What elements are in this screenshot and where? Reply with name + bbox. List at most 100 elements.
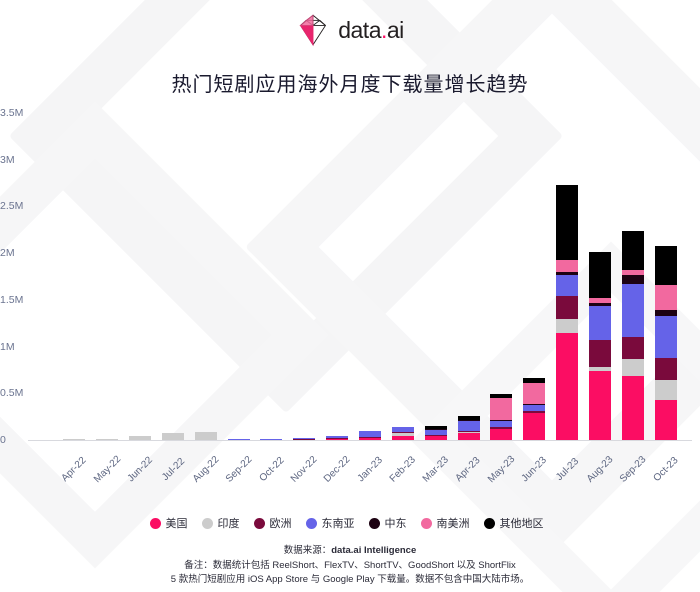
bar-column[interactable]: [386, 113, 419, 440]
stacked-bar[interactable]: [129, 436, 152, 440]
legend-swatch-icon: [420, 517, 432, 529]
bar-column[interactable]: [485, 113, 518, 440]
bar-column[interactable]: [616, 113, 649, 440]
stacked-bar[interactable]: [194, 431, 217, 440]
stacked-bar[interactable]: [457, 416, 480, 440]
stacked-bar[interactable]: [293, 437, 316, 440]
bar-column[interactable]: [584, 113, 617, 440]
x-axis-tick-label: Aug-23: [584, 454, 616, 485]
stacked-bar[interactable]: [227, 438, 250, 440]
stacked-bar[interactable]: [556, 185, 579, 440]
bar-segment: [96, 438, 119, 440]
legend-swatch-icon: [201, 517, 213, 529]
page-title: 热门短剧应用海外月度下载量增长趋势: [171, 74, 529, 96]
x-axis-tick-label: Oct-22: [257, 454, 287, 485]
chart-legend: 美国 印度 欧洲 东南亚 中东 南美洲 其他地区: [0, 515, 700, 531]
x-axis-tick-label: Aug-22: [190, 454, 222, 485]
bar-column[interactable]: [419, 113, 452, 440]
stacked-bar[interactable]: [588, 251, 611, 440]
x-axis-tick-label: Dec-22: [321, 454, 353, 485]
bar-segment: [293, 437, 316, 439]
stacked-bar[interactable]: [96, 438, 119, 440]
x-axis-tick: Feb-23: [386, 446, 419, 484]
legend-item[interactable]: 欧洲: [253, 515, 292, 531]
bar-column[interactable]: [255, 113, 288, 440]
stacked-bar[interactable]: [63, 438, 86, 440]
bar-column[interactable]: [124, 113, 157, 440]
stacked-bar[interactable]: [621, 231, 644, 440]
legend-label: 东南亚: [321, 518, 355, 530]
bar-segment: [359, 431, 382, 437]
legend-item[interactable]: 其他地区: [483, 515, 544, 531]
legend-item[interactable]: 美国: [149, 515, 188, 531]
y-axis-tick: 0.5M: [0, 387, 24, 400]
bar-segment: [457, 431, 480, 433]
stacked-bar[interactable]: [326, 435, 349, 440]
x-axis-tick: Mar-23: [419, 446, 452, 484]
bar-column[interactable]: [58, 113, 91, 440]
x-axis-tick-label: Sep-23: [617, 454, 649, 485]
bar-segment: [556, 319, 579, 333]
bar-segment: [194, 431, 217, 440]
bar-column[interactable]: [452, 113, 485, 440]
y-axis-tick: 3.5M: [0, 107, 24, 119]
bar-segment: [457, 432, 480, 434]
legend-label: 欧洲: [269, 518, 292, 530]
bar-segment: [654, 309, 677, 316]
diamond-logo-icon: [296, 13, 330, 47]
stacked-bar[interactable]: [523, 377, 546, 440]
bar-segment: [556, 271, 579, 276]
brand-name: data.ai: [338, 16, 404, 43]
bar-segment: [588, 298, 611, 304]
bar-segment: [621, 283, 644, 337]
bar-column[interactable]: [222, 113, 255, 440]
bar-column[interactable]: [288, 113, 321, 440]
x-axis-tick-label: Feb-23: [387, 454, 418, 485]
legend-item[interactable]: 南美洲: [420, 515, 470, 531]
legend-label: 其他地区: [499, 518, 544, 530]
stacked-bar[interactable]: [424, 426, 447, 440]
x-axis-tick-label: Jul-23: [553, 455, 581, 484]
legend-item[interactable]: 东南亚: [305, 515, 355, 531]
stacked-bar[interactable]: [391, 427, 414, 440]
bar-column[interactable]: [354, 113, 387, 440]
bar-column[interactable]: [551, 113, 584, 440]
bar-column[interactable]: [649, 113, 682, 440]
bar-segment: [523, 404, 546, 412]
bar-column[interactable]: [321, 113, 354, 440]
stacked-bar[interactable]: [161, 433, 184, 440]
stacked-bar[interactable]: [359, 431, 382, 440]
bar-segment: [293, 438, 316, 440]
legend-item[interactable]: 印度: [201, 515, 240, 531]
x-axis-tick-label: Jun-22: [125, 454, 156, 485]
x-axis-tick: Apr-23: [452, 446, 485, 484]
bar-segment: [490, 427, 513, 429]
stacked-bar[interactable]: [260, 438, 283, 440]
stacked-bar[interactable]: [490, 394, 513, 440]
chart-footnotes: 数据来源：data.ai Intelligence 备注：数据统计包括 Reel…: [0, 544, 700, 588]
bar-column[interactable]: [91, 113, 124, 440]
bar-segment: [457, 433, 480, 440]
bar-segment: [588, 306, 611, 340]
x-axis-tick-label: May-23: [485, 453, 518, 486]
bar-segment: [490, 420, 513, 428]
x-axis-line: [28, 440, 692, 441]
x-axis-tick-label: Apr-22: [59, 454, 89, 485]
legend-item[interactable]: 中东: [368, 515, 407, 531]
stacked-bar[interactable]: [654, 246, 677, 440]
bar-segment: [523, 411, 546, 413]
bar-segment: [359, 438, 382, 440]
bar-segment: [490, 419, 513, 421]
legend-swatch-icon: [483, 517, 495, 529]
bar-segment: [621, 274, 644, 284]
bar-column[interactable]: [189, 113, 222, 440]
y-axis-tick: 1M: [0, 340, 15, 353]
bar-segment: [424, 436, 447, 440]
bar-column[interactable]: [518, 113, 551, 440]
legend-swatch-icon: [368, 517, 380, 529]
bar-segment: [654, 246, 677, 285]
bar-segment: [654, 357, 677, 380]
y-axis-tick: 2M: [0, 247, 15, 260]
bar-column[interactable]: [157, 113, 190, 440]
x-axis-tick: Nov-22: [288, 446, 321, 485]
